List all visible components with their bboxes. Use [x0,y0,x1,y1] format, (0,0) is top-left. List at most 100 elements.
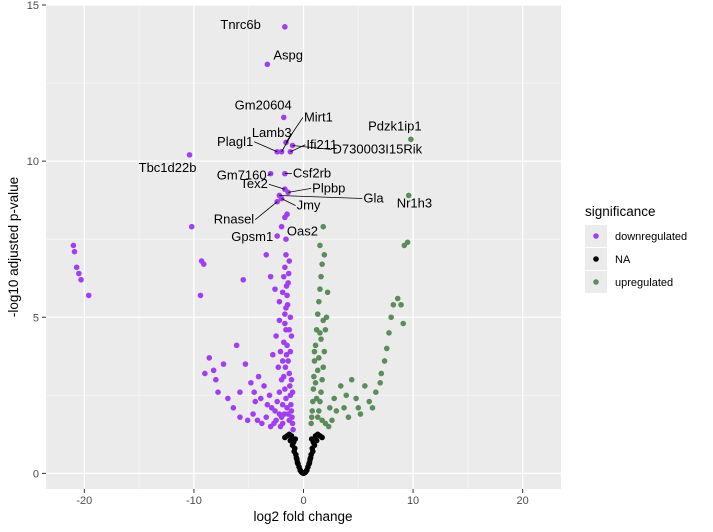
gene-label: Plagl1 [217,134,253,149]
point-na [310,448,316,455]
point-upregulated [319,261,325,267]
point-downregulated [242,361,249,367]
point-upregulated [366,398,373,405]
legend-swatch [593,256,599,262]
point-upregulated [312,342,319,349]
point-upregulated [333,408,340,414]
point-downregulated [282,24,288,30]
point-downregulated [210,367,217,374]
point-downregulated [237,389,243,396]
point-upregulated [311,358,318,364]
point-upregulated [386,330,392,336]
point-downregulated [206,355,213,361]
point-downregulated [284,342,290,349]
gene-label: Gm7160 [217,168,267,183]
point-upregulated [318,336,324,342]
point-upregulated [377,380,384,386]
point-downregulated [290,426,296,433]
point-downregulated [248,380,254,386]
point-downregulated [270,351,276,358]
point-downregulated [285,411,291,417]
point-downregulated [281,411,288,417]
legend-label: downregulated [615,231,687,243]
gene-label: Jmy [297,198,321,213]
major-gridlines [46,4,561,489]
point-upregulated [326,405,333,411]
point-downregulated [274,233,281,239]
point-downregulated [284,292,290,299]
point-upregulated [311,373,317,380]
point-upregulated [381,358,388,364]
gene-label: Oas2 [287,223,318,238]
point-downregulated [282,364,289,371]
point-downregulated [254,417,261,424]
point-upregulated [369,405,376,411]
legend-title: significance [585,204,656,219]
point-upregulated [317,286,323,292]
point-downregulated [259,420,265,427]
gene-label: Tnrc6b [220,17,260,32]
legend: significance downregulated NA upregulated [585,204,687,293]
point-downregulated [273,417,279,424]
gene-label: Gm20604 [235,97,292,112]
point-downregulated [255,373,262,380]
point-upregulated [388,314,394,321]
point-upregulated [318,273,324,280]
point-downregulated [289,389,296,396]
point-upregulated [320,364,327,371]
point-downregulated [286,370,293,377]
point-downregulated [213,376,219,383]
point-upregulated [318,389,324,396]
gene-label: Nr1h3 [397,195,432,210]
point-na [293,454,300,461]
point-downregulated [280,373,287,380]
point-downregulated [272,286,278,292]
legend-label: upregulated [615,277,673,289]
point-upregulated [321,252,328,258]
gene-label: Gla [363,190,384,205]
point-downregulated [237,414,243,420]
point-downregulated [267,273,274,280]
label-leader-line [281,198,296,206]
point-downregulated [280,114,287,121]
point-upregulated [329,417,335,424]
point-upregulated [408,136,414,143]
point-downregulated [188,223,195,230]
point-na [287,437,294,444]
legend-entries: downregulated NA upregulated [585,225,687,293]
point-upregulated [316,408,322,414]
gene-label: Plpbp [312,180,345,195]
point-upregulated [383,345,390,352]
point-upregulated [314,311,321,317]
point-downregulated [73,264,80,271]
point-upregulated [316,298,322,305]
label-leader-line [288,187,312,193]
point-downregulated [280,273,287,280]
point-downregulated [288,376,295,383]
point-downregulated [233,342,240,349]
point-upregulated [310,398,316,405]
point-upregulated [343,392,350,399]
point-downregulated [272,408,278,414]
point-upregulated [398,301,404,308]
point-downregulated [276,317,283,324]
point-downregulated [252,398,259,405]
gene-label: Pdzk1ip1 [368,118,421,133]
legend-swatch [593,233,599,239]
y-tick-label: 5 [33,312,39,324]
point-downregulated [263,414,270,420]
data-points [70,24,414,477]
point-na [294,459,301,466]
point-na [301,469,308,476]
point-downregulated [282,311,288,317]
point-downregulated [76,270,82,277]
gene-label: Csf2rb [293,166,331,181]
point-downregulated [276,411,283,417]
label-leader-line [254,201,278,221]
point-downregulated [278,223,285,230]
point-na [308,436,315,442]
point-downregulated [287,383,293,389]
x-axis-title: log2 fold change [253,509,352,524]
point-downregulated [266,392,273,399]
point-upregulated [357,411,364,417]
